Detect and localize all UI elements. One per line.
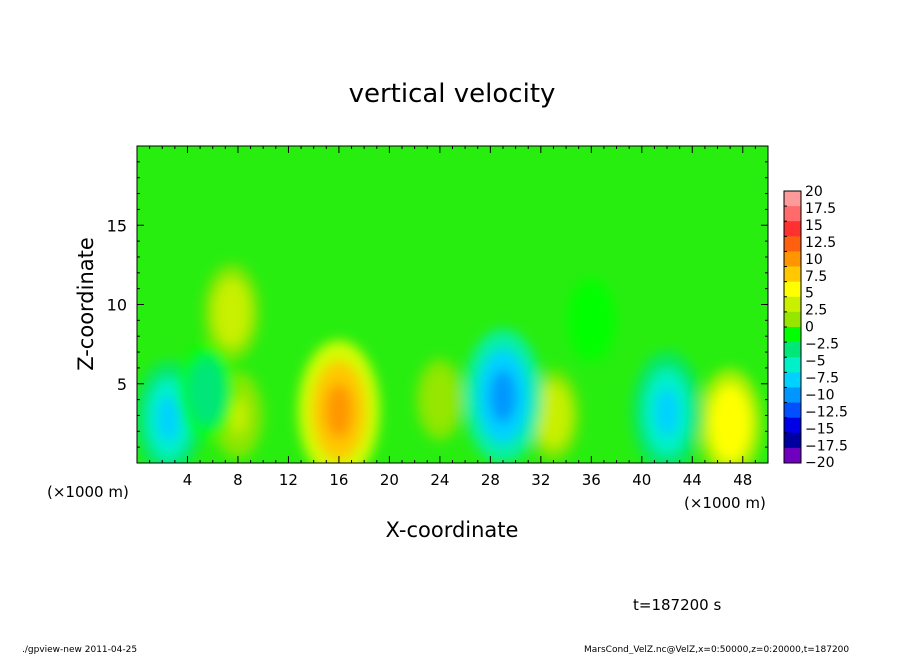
x-tick-label: 36 (582, 471, 601, 489)
x-tick-label: 32 (531, 471, 550, 489)
colorbar-swatch (784, 236, 801, 252)
x-tick-label: 44 (683, 471, 702, 489)
feature-peak (489, 370, 516, 423)
y-axis-label: Z-coordinate (74, 237, 98, 371)
colorbar-swatch (784, 432, 801, 449)
colorbar-label: 20 (805, 184, 823, 200)
feature-peak (655, 388, 679, 437)
x-unit-right: (×1000 m) (684, 494, 766, 512)
colorbar-label: −12.5 (805, 404, 848, 420)
colorbar-label: −15 (805, 421, 835, 437)
colorbar-swatch (784, 372, 801, 388)
feature-peak (719, 401, 741, 445)
colorbar-swatch (784, 387, 801, 403)
feature-peak (544, 397, 563, 434)
colorbar-label: 0 (805, 320, 814, 336)
feature-peak (325, 383, 353, 439)
x-tick-label: 8 (233, 471, 243, 489)
colorbar-swatch (784, 342, 801, 358)
colorbar-label: −20 (805, 455, 835, 471)
feature-peak (431, 383, 448, 416)
colorbar-label: −10 (805, 387, 835, 403)
x-tick-label: 20 (380, 471, 399, 489)
colorbar-swatch (784, 206, 801, 222)
y-tick-label: 10 (107, 296, 127, 315)
footer-right-info: MarsCond_VelZ.nc@VelZ,x=0:50000,z=0:2000… (584, 645, 849, 654)
feature-peak (222, 293, 242, 332)
colorbar-label: 5 (805, 286, 814, 302)
colorbar-label: 17.5 (805, 201, 836, 217)
x-tick-label: 48 (733, 471, 752, 489)
colorbar-label: 15 (805, 218, 823, 234)
colorbar: 2017.51512.5107.552.50−2.5−5−7.5−10−12.5… (783, 184, 848, 471)
x-unit-left: (×1000 m) (47, 483, 129, 501)
x-tick-label: 24 (430, 471, 449, 489)
colorbar-swatch (784, 281, 801, 298)
colorbar-label: −17.5 (805, 438, 848, 454)
feature-peak (197, 372, 216, 411)
colorbar-label: −7.5 (805, 370, 839, 386)
feature-peak (583, 303, 600, 338)
x-tick-label: 40 (632, 471, 651, 489)
y-tick-label: 15 (107, 216, 127, 235)
colorbar-swatch (784, 191, 801, 207)
colorbar-label: −2.5 (805, 337, 839, 353)
colorbar-label: 10 (805, 252, 823, 268)
colorbar-swatch (784, 447, 801, 464)
colorbar-swatch (784, 417, 801, 434)
colorbar-swatch (784, 357, 801, 373)
x-tick-label: 28 (481, 471, 500, 489)
x-tick-label: 4 (183, 471, 193, 489)
colorbar-swatch (784, 402, 801, 418)
colorbar-swatch (784, 311, 801, 328)
feature-peak (229, 398, 247, 433)
time-label: t=187200 s (633, 596, 721, 614)
colorbar-swatch (784, 327, 801, 343)
footer-left-info: ./gpview-new 2011-04-25 (22, 645, 137, 654)
colorbar-swatch (784, 251, 801, 267)
y-axis: 5 10 15 (107, 161, 768, 448)
colorbar-label: 12.5 (805, 235, 836, 251)
colorbar-swatch (784, 221, 801, 237)
colorbar-label: 2.5 (805, 303, 827, 319)
feature-peak (157, 395, 180, 442)
colorbar-label: −5 (805, 354, 826, 370)
x-tick-label: 12 (279, 471, 298, 489)
plot-area (137, 146, 768, 463)
chart-title: vertical velocity (349, 79, 556, 109)
colorbar-swatch (784, 296, 801, 313)
x-axis: 4 8 12 16 20 24 28 32 36 40 44 48 (149, 146, 756, 489)
x-axis-label: X-coordinate (386, 518, 519, 542)
colorbar-swatch (784, 266, 801, 282)
y-tick-label: 5 (117, 375, 127, 394)
colorbar-label: 7.5 (805, 269, 827, 285)
x-tick-label: 16 (329, 471, 348, 489)
feature-layer (137, 263, 762, 463)
